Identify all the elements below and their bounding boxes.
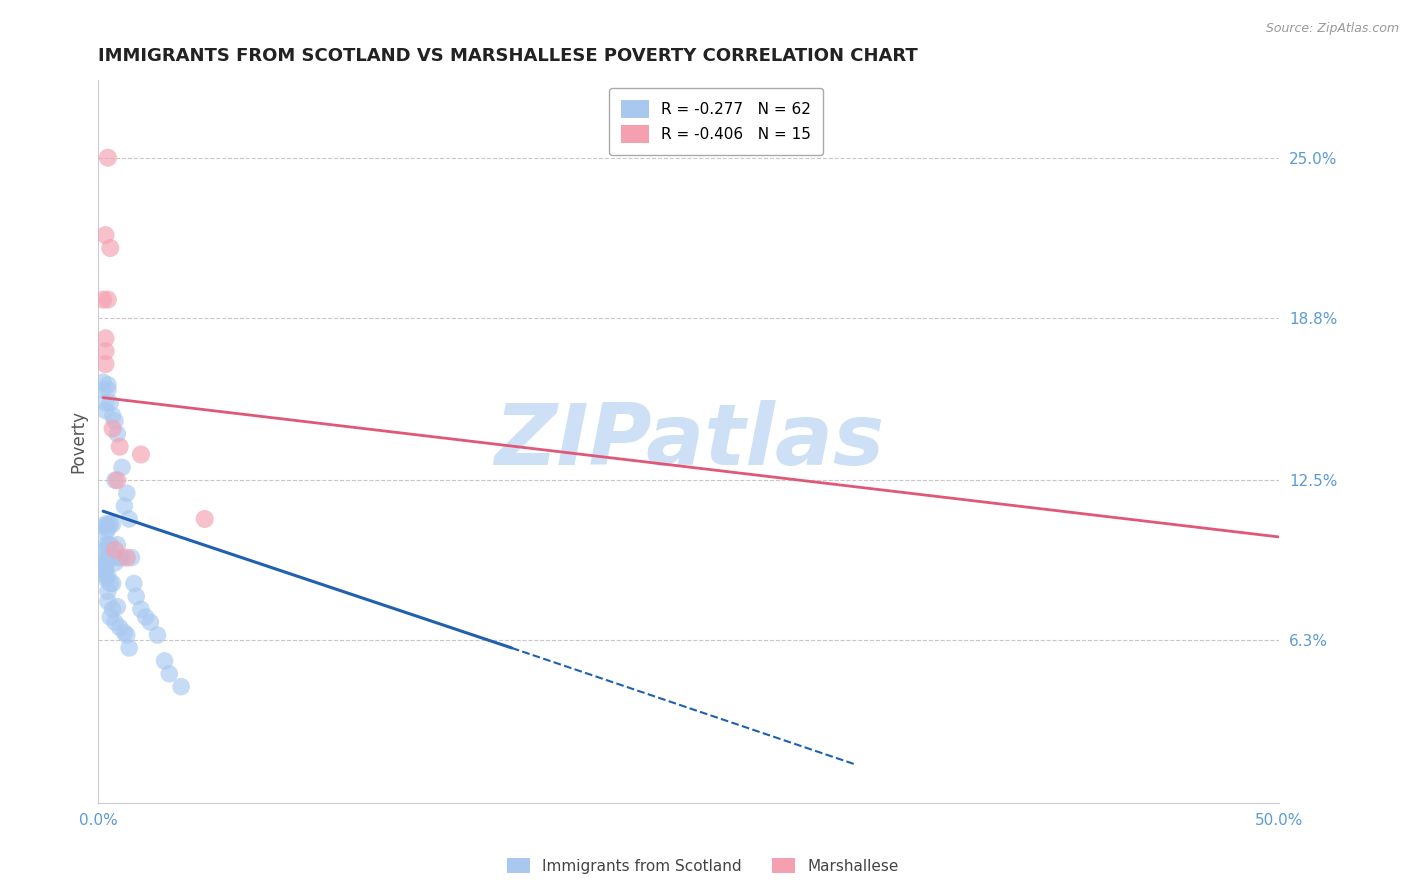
Point — [157, 666, 180, 681]
Point — [94, 403, 117, 417]
Point — [104, 473, 127, 487]
Point — [98, 241, 121, 255]
Point — [129, 602, 152, 616]
Point — [121, 550, 143, 565]
Point — [105, 473, 128, 487]
Point — [111, 550, 134, 565]
Text: Source: ZipAtlas.com: Source: ZipAtlas.com — [1265, 22, 1399, 36]
Point — [94, 550, 117, 565]
Point — [115, 486, 138, 500]
Point — [94, 564, 117, 578]
Point — [111, 460, 134, 475]
Point — [118, 640, 141, 655]
Y-axis label: Poverty: Poverty — [69, 410, 87, 473]
Point — [97, 568, 120, 582]
Point — [94, 556, 117, 570]
Point — [115, 628, 138, 642]
Point — [98, 576, 121, 591]
Point — [94, 331, 117, 345]
Point — [115, 550, 138, 565]
Point — [101, 602, 124, 616]
Legend: R = -0.277   N = 62, R = -0.406   N = 15: R = -0.277 N = 62, R = -0.406 N = 15 — [609, 88, 823, 155]
Point — [98, 538, 121, 552]
Point — [129, 447, 152, 461]
Point — [94, 568, 117, 582]
Point — [91, 383, 114, 397]
Point — [139, 615, 162, 630]
Point — [153, 654, 176, 668]
Point — [97, 293, 120, 307]
Point — [91, 375, 114, 389]
Point — [118, 512, 141, 526]
Point — [146, 628, 169, 642]
Point — [104, 615, 127, 630]
Point — [94, 357, 117, 371]
Point — [108, 440, 131, 454]
Point — [97, 584, 120, 599]
Point — [97, 517, 120, 532]
Point — [98, 396, 121, 410]
Point — [105, 599, 128, 614]
Point — [94, 524, 117, 539]
Point — [94, 538, 117, 552]
Point — [94, 571, 117, 585]
Point — [170, 680, 193, 694]
Point — [104, 542, 127, 557]
Text: IMMIGRANTS FROM SCOTLAND VS MARSHALLESE POVERTY CORRELATION CHART: IMMIGRANTS FROM SCOTLAND VS MARSHALLESE … — [98, 47, 918, 65]
Point — [98, 517, 121, 532]
Point — [112, 625, 135, 640]
Point — [97, 377, 120, 392]
Point — [94, 558, 117, 573]
Point — [97, 538, 120, 552]
Point — [101, 422, 124, 436]
Text: ZIPatlas: ZIPatlas — [494, 400, 884, 483]
Point — [94, 519, 117, 533]
Point — [94, 344, 117, 359]
Point — [97, 151, 120, 165]
Point — [125, 590, 148, 604]
Point — [194, 512, 217, 526]
Point — [94, 228, 117, 243]
Point — [105, 426, 128, 441]
Point — [122, 576, 145, 591]
Point — [108, 620, 131, 634]
Point — [98, 550, 121, 565]
Point — [101, 517, 124, 532]
Point — [101, 576, 124, 591]
Point — [97, 383, 120, 397]
Point — [94, 517, 117, 532]
Point — [94, 396, 117, 410]
Point — [98, 610, 121, 624]
Point — [94, 542, 117, 557]
Point — [101, 550, 124, 565]
Legend: Immigrants from Scotland, Marshallese: Immigrants from Scotland, Marshallese — [501, 852, 905, 880]
Point — [104, 556, 127, 570]
Point — [112, 499, 135, 513]
Point — [108, 550, 131, 565]
Point — [91, 293, 114, 307]
Point — [97, 522, 120, 536]
Point — [97, 594, 120, 608]
Point — [101, 409, 124, 423]
Point — [135, 610, 157, 624]
Point — [97, 550, 120, 565]
Point — [105, 538, 128, 552]
Point — [104, 414, 127, 428]
